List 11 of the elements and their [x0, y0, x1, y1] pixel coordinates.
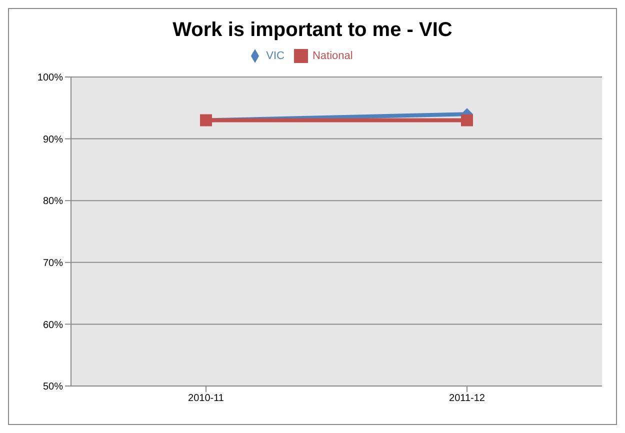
y-tick-label: 50%: [42, 382, 64, 393]
chart-title: Work is important to me - VIC: [172, 18, 454, 43]
y-tick-label: 70%: [42, 258, 64, 269]
legend-label: National: [312, 50, 353, 62]
y-tick-label: 60%: [42, 320, 64, 331]
y-tick-label: 100%: [37, 72, 64, 84]
x-tick-label: 2010-11: [188, 393, 224, 404]
y-tick-label: 90%: [42, 134, 64, 146]
y-tick-label: 80%: [42, 196, 64, 208]
x-tick-label: 2011-12: [449, 393, 486, 404]
legend-label: VIC: [266, 50, 284, 62]
